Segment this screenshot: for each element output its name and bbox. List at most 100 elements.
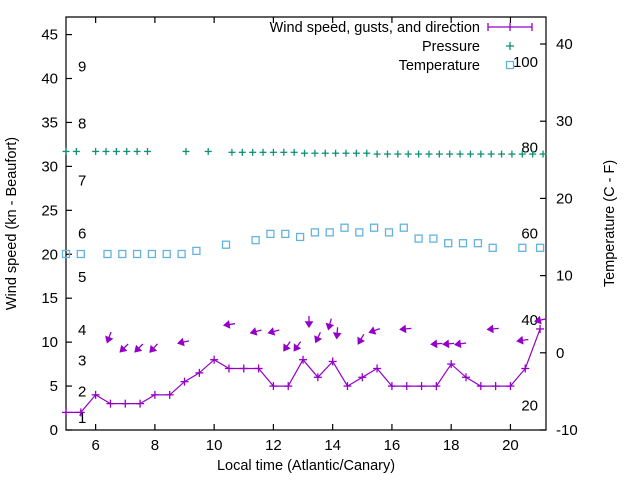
y2-axis-tick-label: -10 (556, 422, 578, 439)
gust-arrow-head (430, 339, 438, 349)
legend-label: Wind speed, gusts, and direction (270, 20, 480, 36)
x-axis-tick-label: 16 (384, 437, 401, 454)
y-axis-tick-label: 30 (41, 158, 58, 175)
temperature-point (414, 234, 423, 243)
y2-axis-tick-label: 0 (556, 345, 564, 362)
temperature-point (369, 223, 379, 232)
gust-arrow-head (283, 343, 291, 352)
x-axis-title: Local time (Atlantic/Canary) (217, 458, 395, 474)
gust-arrow-head (105, 335, 114, 344)
fahrenheit-scale-label: 20 (521, 398, 538, 415)
gust-arrow-head (267, 327, 276, 336)
temperature-point (355, 228, 364, 237)
y2-axis-tick-label: 10 (556, 268, 573, 285)
temperature-point (295, 232, 305, 242)
y-axis-tick-label: 10 (41, 334, 58, 351)
gust-arrow-head (149, 344, 158, 353)
temperature-point (266, 229, 275, 239)
temperature-point (444, 239, 453, 248)
temperature-point (429, 234, 438, 243)
gust-arrow-head (357, 336, 365, 345)
temperature-point (76, 249, 85, 259)
temperature-point (147, 249, 157, 259)
y2-axis-tick-label: 40 (556, 36, 573, 53)
temperature-point (399, 223, 408, 232)
gust-arrow-head (325, 322, 335, 331)
fahrenheit-scale-label: 100 (513, 54, 538, 71)
x-axis-tick-label: 14 (324, 437, 341, 454)
beaufort-scale-label: 7 (78, 173, 86, 190)
beaufort-scale-label: 1 (78, 410, 86, 427)
beaufort-scale-label: 3 (78, 353, 86, 370)
legend-label: Temperature (399, 58, 480, 74)
beaufort-scale-label: 8 (78, 115, 86, 132)
x-axis-tick-label: 20 (502, 437, 519, 454)
beaufort-scale-label: 5 (78, 269, 86, 286)
temperature-point (221, 240, 231, 249)
gust-arrow-head (442, 339, 450, 349)
gust-arrow-head (177, 337, 185, 347)
gust-arrow-head (534, 315, 542, 325)
gust-arrow-head (119, 344, 128, 353)
y2-axis-tick-label: 30 (556, 113, 573, 130)
temperature-point (177, 249, 186, 259)
gust-arrow-head (249, 327, 258, 336)
y-axis-tick-label: 25 (41, 202, 58, 219)
legend-label: Pressure (422, 39, 480, 55)
gust-arrow-head (293, 343, 302, 352)
temperature-point (281, 229, 290, 239)
gust-arrow-head (399, 324, 407, 334)
y-axis-tick-label: 45 (41, 27, 58, 44)
y-axis-tick-label: 35 (41, 114, 58, 131)
gust-arrow-head (134, 344, 143, 353)
gust-arrow-head (516, 335, 524, 345)
x-axis-tick-label: 18 (443, 437, 460, 454)
y2-axis-title: Temperature (C - F) (602, 160, 618, 287)
legend-marker-temperature (505, 60, 515, 70)
y-axis-tick-label: 5 (50, 378, 58, 395)
gust-arrow-head (304, 321, 314, 329)
temperature-point (310, 228, 320, 237)
fahrenheit-scale-label: 60 (521, 225, 538, 242)
gust-arrow-head (314, 335, 323, 344)
beaufort-scale-label: 9 (78, 58, 86, 75)
temperature-point (103, 249, 112, 259)
y-axis-tick-label: 0 (50, 422, 58, 439)
gust-arrow-head (222, 320, 231, 329)
wind-speed-line (66, 328, 541, 413)
temperature-point (473, 239, 483, 248)
temperature-point (384, 228, 394, 237)
beaufort-scale-label: 6 (78, 225, 86, 242)
temperature-point (488, 243, 497, 252)
temperature-point (251, 235, 260, 245)
x-axis-tick-label: 12 (265, 437, 282, 454)
temperature-point (458, 239, 468, 248)
temperature-point (118, 249, 127, 259)
temperature-point (61, 249, 71, 259)
temperature-point (518, 243, 527, 252)
x-axis-tick-label: 8 (151, 437, 159, 454)
y-axis-tick-label: 40 (41, 71, 58, 88)
gust-arrow-head (486, 324, 494, 334)
temperature-point (192, 246, 201, 256)
gust-arrow-head (454, 339, 462, 349)
temperature-point (535, 243, 545, 252)
y-axis-title: Wind speed (kn - Beaufort) (4, 137, 20, 310)
beaufort-scale-label: 4 (78, 322, 86, 339)
fahrenheit-scale-label: 80 (521, 140, 538, 157)
temperature-point (325, 228, 334, 237)
y2-axis-tick-label: 20 (556, 190, 573, 207)
y-axis-tick-label: 20 (41, 246, 58, 263)
y-axis-tick-label: 15 (41, 290, 58, 307)
temperature-point (132, 249, 142, 259)
x-axis-tick-label: 6 (91, 437, 99, 454)
beaufort-scale-label: 2 (78, 383, 86, 400)
x-axis-tick-label: 10 (206, 437, 223, 454)
gust-arrow-head (332, 332, 342, 340)
temperature-point (340, 223, 349, 232)
fahrenheit-scale-label: 40 (521, 312, 538, 329)
plot-frame (65, 16, 547, 431)
gust-arrow-head (368, 326, 377, 335)
